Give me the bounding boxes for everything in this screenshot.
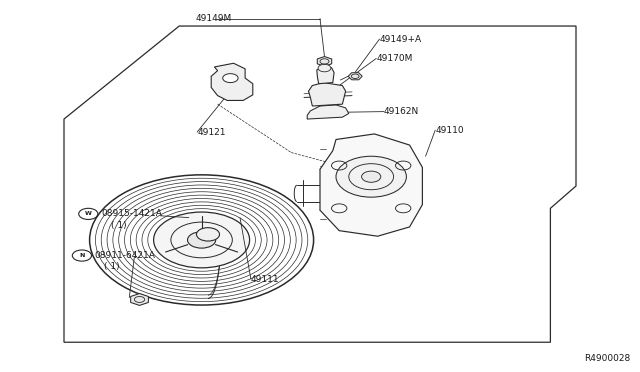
Text: N: N (79, 253, 84, 258)
Text: 49162N: 49162N (384, 107, 419, 116)
Text: ( 1): ( 1) (104, 262, 120, 271)
Circle shape (223, 74, 238, 83)
Text: 08911-6421A: 08911-6421A (95, 251, 156, 260)
Polygon shape (211, 63, 253, 100)
Text: W: W (85, 211, 92, 217)
Polygon shape (317, 57, 332, 66)
Circle shape (196, 228, 220, 241)
Circle shape (188, 232, 216, 248)
Text: 08915-1421A: 08915-1421A (101, 209, 162, 218)
Text: 49170M: 49170M (376, 54, 413, 63)
Polygon shape (348, 73, 362, 80)
Circle shape (362, 171, 381, 182)
Polygon shape (308, 83, 346, 106)
Circle shape (154, 212, 250, 268)
Circle shape (318, 64, 331, 72)
Polygon shape (307, 105, 349, 119)
Text: R4900028: R4900028 (584, 354, 630, 363)
Circle shape (336, 156, 406, 197)
Text: 49111: 49111 (251, 275, 280, 283)
Text: 49149+A: 49149+A (380, 35, 422, 44)
Text: 49110: 49110 (435, 126, 464, 135)
Text: 49121: 49121 (197, 128, 226, 137)
Polygon shape (317, 67, 334, 84)
Polygon shape (131, 294, 148, 305)
Text: 49149M: 49149M (195, 14, 232, 23)
Polygon shape (320, 134, 422, 236)
Text: ( 1): ( 1) (111, 221, 126, 230)
